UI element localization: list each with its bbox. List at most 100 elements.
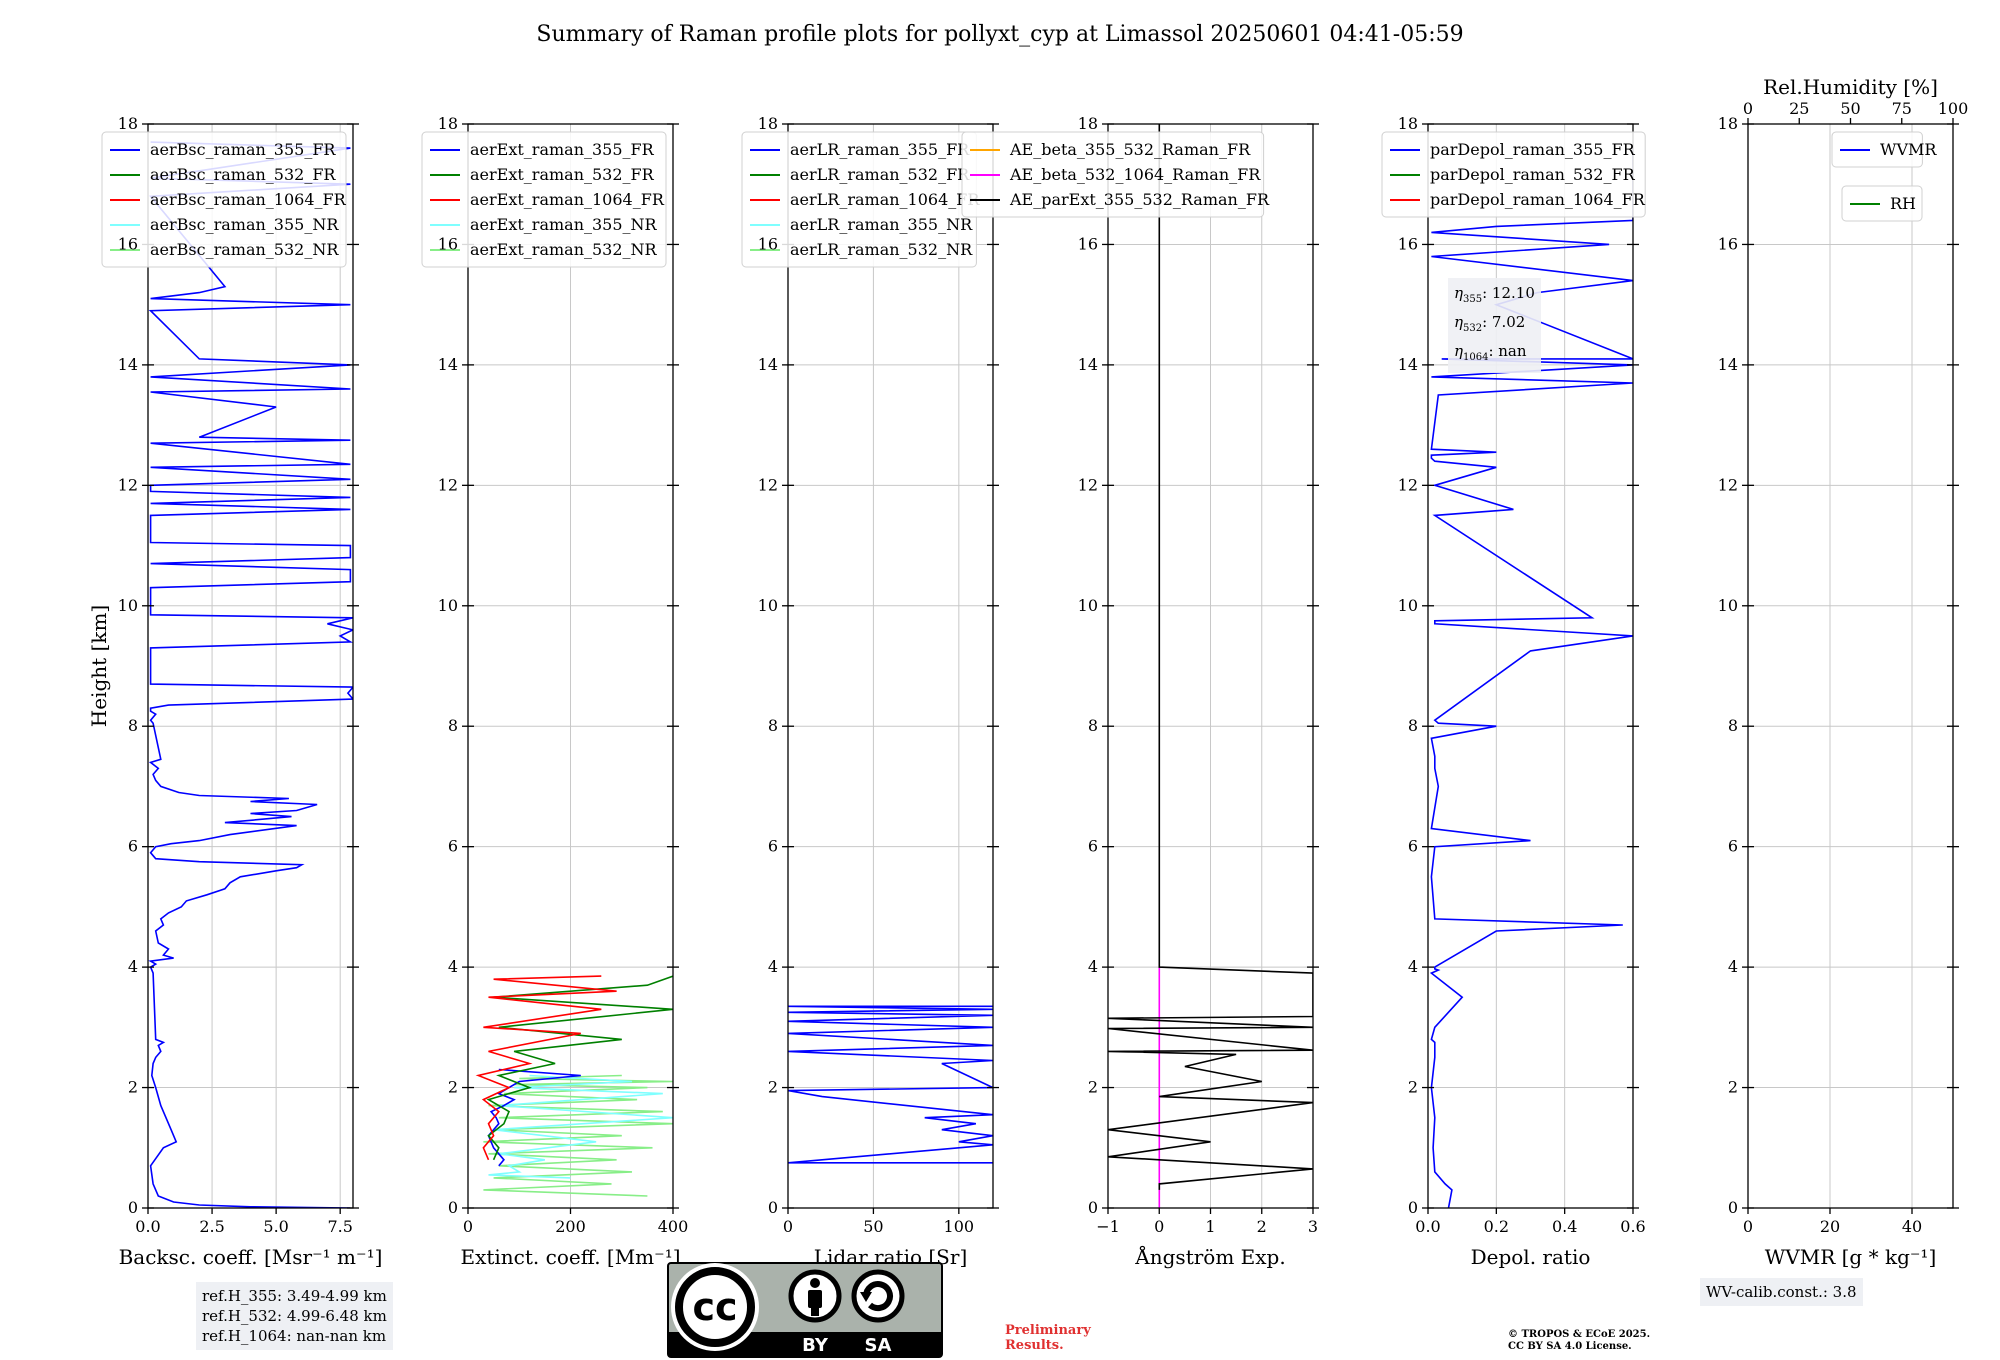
y-tick-label: 12 <box>1398 475 1418 494</box>
x-tick-label: 1 <box>1205 1217 1215 1236</box>
legend-label: aerLR_raman_532_NR <box>790 240 973 259</box>
x-tick-label: 400 <box>658 1217 689 1236</box>
x-tick-label: 50 <box>863 1217 883 1236</box>
top-x-tick-label: 50 <box>1840 99 1860 118</box>
top-axis-label: Rel.Humidity [%] <box>1763 75 1938 99</box>
y-tick-label: 8 <box>768 716 778 735</box>
y-tick-label: 0 <box>1088 1198 1098 1217</box>
series-line-aerExt_raman_1064_FR <box>475 975 617 1161</box>
series-line-AE_parExt_355_532_Raman_FR <box>1108 124 1313 1190</box>
y-tick-label: 10 <box>1398 596 1418 615</box>
x-tick-label: 0 <box>1154 1217 1164 1236</box>
y-tick-label: 18 <box>758 114 778 133</box>
legend-label: parDepol_raman_532_FR <box>1430 165 1636 184</box>
y-tick-label: 6 <box>768 837 778 856</box>
panel-2 <box>741 123 999 1214</box>
y-tick-label: 16 <box>758 234 778 253</box>
legend-label: AE_beta_532_1064_Raman_FR <box>1009 165 1261 184</box>
x-tick-label: 0.6 <box>1620 1217 1645 1236</box>
y-tick-label: 10 <box>118 596 138 615</box>
x-tick-label: 0.2 <box>1484 1217 1509 1236</box>
ref-height-355: ref.H_355: 3.49-4.99 km <box>202 1287 387 1305</box>
legend-label: aerLR_raman_532_FR <box>790 165 970 184</box>
x-tick-label: 0.0 <box>135 1217 160 1236</box>
panel-0 <box>101 123 359 1214</box>
axes-frame <box>1747 123 1954 1209</box>
cc-by-sa-license-badge: cc BY SA <box>667 1262 943 1358</box>
eta-355: η355: 12.10 <box>1454 284 1535 305</box>
x-tick-label: 3 <box>1308 1217 1318 1236</box>
y-tick-label: 6 <box>1408 837 1418 856</box>
legend-box <box>1831 131 1923 168</box>
y-tick-label: 6 <box>1728 837 1738 856</box>
y-tick-label: 16 <box>438 234 458 253</box>
x-tick-label: 2 <box>1257 1217 1267 1236</box>
y-tick-label: 12 <box>1718 475 1738 494</box>
y-tick-label: 14 <box>1398 355 1418 374</box>
x-tick-label: 0 <box>783 1217 793 1236</box>
y-tick-label: 14 <box>1078 355 1098 374</box>
y-tick-label: 14 <box>438 355 458 374</box>
axes-frame <box>1427 123 1634 1209</box>
y-tick-label: 12 <box>438 475 458 494</box>
y-tick-label: 4 <box>1728 957 1738 976</box>
y-tick-label: 8 <box>448 716 458 735</box>
y-tick-label: 0 <box>1408 1198 1418 1217</box>
legend-label: aerExt_raman_1064_FR <box>470 190 665 209</box>
ref-height-1064: ref.H_1064: nan-nan km <box>202 1327 387 1345</box>
y-tick-label: 8 <box>1408 716 1418 735</box>
x-tick-label: 20 <box>1820 1217 1840 1236</box>
y-tick-label: 18 <box>1398 114 1418 133</box>
y-tick-label: 10 <box>758 596 778 615</box>
wv-calib-box: WV-calib.const.: 3.8 <box>1700 1278 1863 1306</box>
axes-frame <box>787 123 994 1209</box>
legend-label: aerBsc_raman_532_FR <box>150 165 336 184</box>
y-tick-label: 2 <box>128 1078 138 1097</box>
legend-label: AE_parExt_355_532_Raman_FR <box>1009 190 1270 209</box>
y-tick-label: 14 <box>758 355 778 374</box>
y-tick-label: 12 <box>1078 475 1098 494</box>
x-tick-label: −1 <box>1096 1217 1120 1236</box>
top-x-tick-label: 100 <box>1938 99 1969 118</box>
y-tick-label: 4 <box>128 957 138 976</box>
y-tick-label: 14 <box>118 355 138 374</box>
cc-icon: cc <box>692 1285 737 1329</box>
svg-text:SA: SA <box>865 1335 892 1356</box>
legend-box <box>1381 131 1646 218</box>
eta-1064: η1064: nan <box>1454 342 1527 363</box>
y-tick-label: 0 <box>448 1198 458 1217</box>
x-axis-label: Ångström Exp. <box>1134 1244 1285 1269</box>
y-axis-label: Height [km] <box>87 605 111 727</box>
x-tick-label: 100 <box>944 1217 975 1236</box>
copyright-note: © TROPOS & ECoE 2025. CC BY SA 4.0 Licen… <box>1508 1329 1651 1352</box>
legend-box <box>101 131 347 268</box>
legend-label: aerBsc_raman_355_FR <box>150 140 336 159</box>
panel-5 <box>1742 118 1959 1214</box>
x-tick-label: 200 <box>555 1217 586 1236</box>
x-tick-label: 40 <box>1902 1217 1922 1236</box>
y-tick-label: 16 <box>1078 234 1098 253</box>
y-tick-label: 8 <box>1728 716 1738 735</box>
y-tick-label: 2 <box>768 1078 778 1097</box>
series-line-aerExt_raman_532_FR <box>486 975 673 1161</box>
ref-heights-box: ref.H_355: 3.49-4.99 km ref.H_532: 4.99-… <box>196 1282 393 1350</box>
series-line-parDepol_raman_355_FR <box>1429 148 1633 1208</box>
figure-title: Summary of Raman profile plots for polly… <box>536 22 1464 47</box>
legend-label: aerLR_raman_355_FR <box>790 140 970 159</box>
legend-label: aerBsc_raman_355_NR <box>150 215 339 234</box>
x-tick-label: 2.5 <box>199 1217 224 1236</box>
series-line-aerBsc_raman_355_FR <box>148 141 353 1208</box>
legend-label: parDepol_raman_1064_FR <box>1430 190 1646 209</box>
y-tick-label: 0 <box>1728 1198 1738 1217</box>
y-tick-label: 4 <box>1408 957 1418 976</box>
x-tick-label: 7.5 <box>327 1217 352 1236</box>
legend-box <box>421 131 667 268</box>
legend-label: aerBsc_raman_1064_FR <box>150 190 347 209</box>
legend-label: aerExt_raman_355_FR <box>470 140 655 159</box>
legend-label: aerExt_raman_355_NR <box>470 215 658 234</box>
series-line-aerExt_raman_355_NR <box>488 1074 673 1179</box>
y-tick-label: 2 <box>448 1078 458 1097</box>
x-axis-label: Depol. ratio <box>1471 1245 1591 1269</box>
x-tick-label: 0.4 <box>1552 1217 1577 1236</box>
